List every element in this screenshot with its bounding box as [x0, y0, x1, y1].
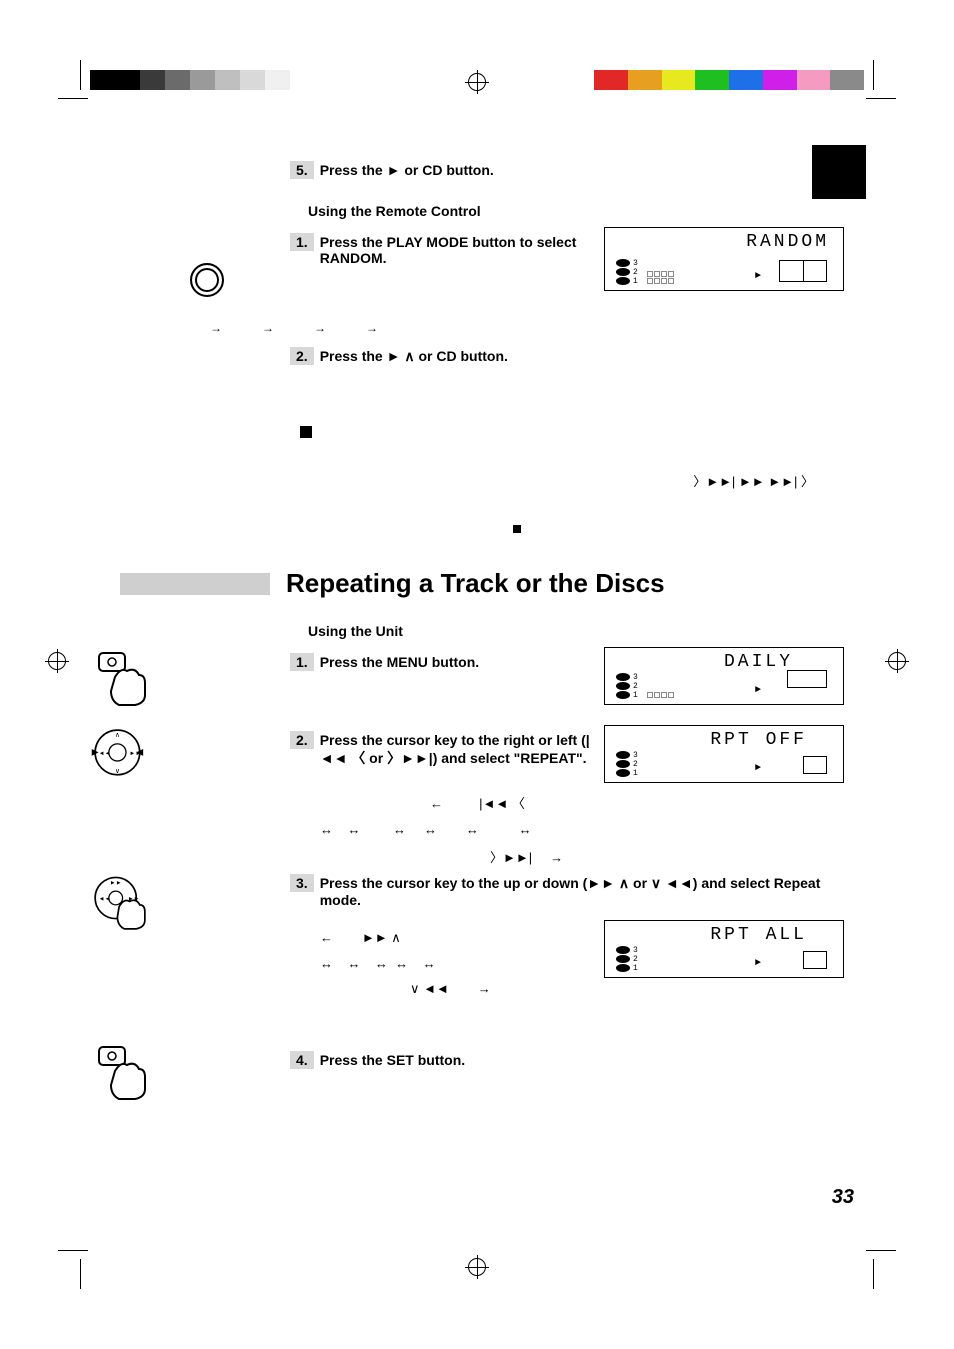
registration-mark [468, 73, 486, 91]
disc-indicators: 321 [613, 673, 640, 700]
mode-arrows: ↔ ↔ ↔ ↔ ↔ [320, 956, 590, 971]
play-indicator-icon: ► [755, 685, 763, 696]
remote-control-heading: Using the Remote Control [308, 203, 854, 219]
step-number: 3. [290, 874, 314, 892]
step-1-remote: 1. Press the PLAY MODE button to select … [290, 233, 590, 266]
step-1-unit: 1. Press the MENU button. [290, 653, 590, 671]
section-title: Repeating a Track or the Discs [286, 568, 665, 599]
press-button-icon [85, 1041, 155, 1101]
step-2-unit: 2. Press the cursor key to the right or … [290, 731, 590, 768]
lcd-title: DAILY [724, 652, 793, 672]
svg-text:►►: ►► [110, 880, 122, 886]
registration-mark [48, 652, 66, 670]
stop-icon [300, 425, 854, 443]
nav-arrows: ← |◄◄ 〈 [430, 793, 854, 812]
step-text: Press the cursor key to the up or down (… [320, 875, 854, 908]
time-box [803, 951, 827, 969]
step-text: Press the PLAY MODE button to select RAN… [320, 234, 590, 266]
crop-mark [58, 98, 88, 99]
grayscale-bar [90, 70, 290, 90]
step-number: 4. [290, 1051, 314, 1069]
nav-arrows: ↔ ↔ ↔ ↔ ↔ ↔ [320, 822, 854, 837]
disc-indicators: 321 [613, 259, 640, 286]
lcd-display-random: RANDOM 321 ► [604, 227, 844, 291]
arrow-sequence: →→→→ [210, 321, 854, 335]
svg-text:◄◄: ◄◄ [99, 897, 111, 903]
section-heading: Repeating a Track or the Discs [120, 568, 854, 599]
crop-mark [866, 98, 896, 99]
registration-mark [888, 652, 906, 670]
step-3-unit: 3. Press the cursor key to the up or dow… [290, 874, 854, 908]
lcd-display-rptall: RPT ALL 321 ► [604, 920, 844, 978]
disc-indicators: 321 [613, 751, 640, 778]
crop-mark [80, 60, 81, 90]
step-text: Press the SET button. [320, 1052, 465, 1068]
lcd-title: RPT ALL [710, 925, 807, 945]
lcd-title: RPT OFF [710, 730, 807, 750]
press-button-icon [85, 647, 155, 707]
lcd-display-rptoff: RPT OFF 321 ► [604, 725, 844, 783]
disc-indicators: 321 [613, 946, 640, 973]
svg-text:∧: ∧ [115, 732, 120, 739]
crop-mark [58, 1250, 88, 1251]
jog-dial-icon [190, 263, 224, 297]
time-box [787, 670, 827, 688]
step-number: 5. [290, 161, 314, 179]
step-text: Press the ► or CD button. [320, 162, 494, 178]
crop-mark [80, 1259, 81, 1289]
step-2-remote: 2. Press the ► ∧ or CD button. [290, 347, 854, 365]
step-text: Press the MENU button. [320, 654, 479, 670]
step-5: 5. Press the ► or CD button. [290, 161, 854, 179]
step-number: 1. [290, 653, 314, 671]
heading-bar [120, 573, 270, 595]
step-4-unit: 4. Press the SET button. [290, 1051, 854, 1069]
mode-arrows: ∨ ◄◄ → [410, 981, 590, 997]
cursor-wheel-icon: ∧∨◄◄►► [85, 725, 155, 785]
lcd-display-daily: DAILY 321 ► [604, 647, 844, 705]
step-text: Press the ► ∧ or CD button. [320, 348, 508, 365]
mode-arrows: ← ►► ∧ [320, 930, 590, 946]
track-grid [647, 271, 674, 284]
step-number: 1. [290, 233, 314, 251]
svg-text:◄◄: ◄◄ [99, 751, 111, 757]
page-number: 33 [832, 1186, 854, 1209]
play-indicator-icon: ► [755, 958, 763, 969]
play-indicator-icon: ► [755, 763, 763, 774]
step-number: 2. [290, 731, 314, 749]
nav-arrows: 〉►►| → [490, 847, 854, 866]
crop-mark [873, 60, 874, 90]
nav-symbols: 〉►►| ►► ►►| 〉 [180, 471, 814, 490]
crop-mark [873, 1259, 874, 1289]
unit-heading: Using the Unit [308, 623, 854, 639]
cursor-wheel-press-icon: ►►◄◄►► [85, 874, 155, 934]
play-indicator-icon: ► [755, 271, 763, 282]
crop-mark [866, 1250, 896, 1251]
small-stop-icon [180, 520, 854, 538]
registration-mark [468, 1258, 486, 1276]
time-box [779, 260, 827, 282]
lcd-title: RANDOM [746, 232, 829, 252]
step-number: 2. [290, 347, 314, 365]
color-bar [594, 70, 864, 90]
step-text: Press the cursor key to the right or lef… [320, 732, 590, 768]
time-box [803, 756, 827, 774]
track-grid [647, 692, 674, 698]
svg-text:∨: ∨ [115, 768, 120, 775]
